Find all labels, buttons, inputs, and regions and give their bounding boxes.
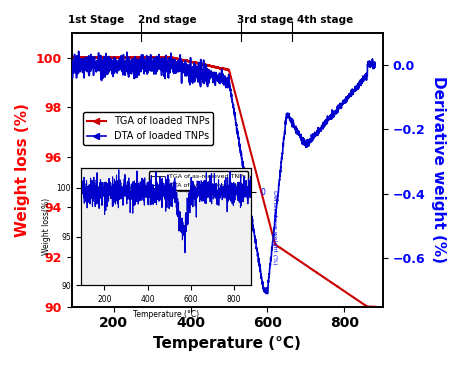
TGA of loaded TNPs — [372, 305, 378, 309]
DTA of as-recieved TNPs — [95, 189, 101, 193]
TGA of as-recieved TNPs — [78, 186, 83, 191]
TGA of loaded TNPs — [363, 304, 369, 308]
Y-axis label: Derivative weight (%): Derivative weight (%) — [431, 76, 446, 263]
X-axis label: Temperature (°C): Temperature (°C) — [133, 310, 199, 319]
Legend: TGA of loaded TNPs, DTA of loaded TNPs: TGA of loaded TNPs, DTA of loaded TNPs — [83, 112, 213, 145]
Text: 1st Stage: 1st Stage — [68, 15, 124, 25]
TGA of as-recieved TNPs — [230, 184, 236, 188]
DTA of as-recieved TNPs — [195, 191, 201, 195]
Text: 2nd stage: 2nd stage — [138, 15, 197, 25]
DTA of as-recieved TNPs — [214, 202, 220, 207]
DTA of as-recieved TNPs — [248, 175, 254, 179]
DTA of loaded TNPs — [364, 75, 369, 79]
TGA of loaded TNPs — [364, 304, 369, 308]
DTA of as-recieved TNPs — [147, 178, 153, 182]
DTA of loaded TNPs — [265, 291, 270, 296]
TGA of loaded TNPs — [84, 56, 90, 60]
Text: 3rd stage: 3rd stage — [237, 15, 294, 25]
DTA of loaded TNPs — [217, 78, 222, 82]
TGA of as-recieved TNPs — [214, 186, 220, 190]
DTA of as-recieved TNPs — [78, 184, 83, 188]
X-axis label: Temperature (°C): Temperature (°C) — [153, 336, 301, 351]
TGA of as-recieved TNPs — [95, 186, 101, 191]
DTA of as-recieved TNPs — [153, 170, 159, 174]
TGA of as-recieved TNPs — [191, 190, 197, 194]
DTA of loaded TNPs — [69, 68, 74, 72]
TGA of loaded TNPs — [368, 305, 373, 309]
DTA of as-recieved TNPs — [116, 168, 122, 172]
TGA of loaded TNPs — [100, 55, 106, 59]
TGA of loaded TNPs — [217, 66, 222, 70]
Y-axis label: Weight loss (%): Weight loss (%) — [15, 103, 30, 237]
TGA of loaded TNPs — [69, 55, 74, 60]
TGA of as-recieved TNPs — [195, 186, 201, 191]
TGA of loaded TNPs — [308, 266, 313, 270]
TGA of loaded TNPs — [208, 64, 214, 68]
DTA of as-recieved TNPs — [211, 183, 217, 187]
Line: TGA of as-recieved TNPs: TGA of as-recieved TNPs — [81, 186, 251, 192]
TGA of as-recieved TNPs — [147, 186, 153, 190]
DTA of loaded TNPs — [76, 49, 82, 53]
TGA of as-recieved TNPs — [211, 185, 217, 190]
TGA of as-recieved TNPs — [248, 186, 254, 190]
DTA of loaded TNPs — [84, 57, 90, 61]
Y-axis label: Weight loss(%): Weight loss(%) — [42, 198, 51, 255]
DTA of loaded TNPs — [372, 63, 378, 67]
DTA of loaded TNPs — [208, 71, 214, 75]
Legend: TGA of as-recieved TNPs, DTA of as-recieved TNPs: TGA of as-recieved TNPs, DTA of as-recie… — [149, 172, 248, 190]
DTA of loaded TNPs — [364, 78, 369, 82]
DTA of loaded TNPs — [308, 139, 313, 144]
Text: 4th stage: 4th stage — [297, 15, 353, 25]
Line: TGA of loaded TNPs: TGA of loaded TNPs — [71, 57, 375, 307]
Line: DTA of as-recieved TNPs: DTA of as-recieved TNPs — [81, 170, 251, 253]
DTA of as-recieved TNPs — [182, 250, 188, 255]
Y-axis label: Deriavatave weight (%): Deriavatave weight (%) — [272, 190, 277, 264]
Line: DTA of loaded TNPs: DTA of loaded TNPs — [71, 51, 375, 294]
TGA of as-recieved TNPs — [153, 187, 159, 191]
